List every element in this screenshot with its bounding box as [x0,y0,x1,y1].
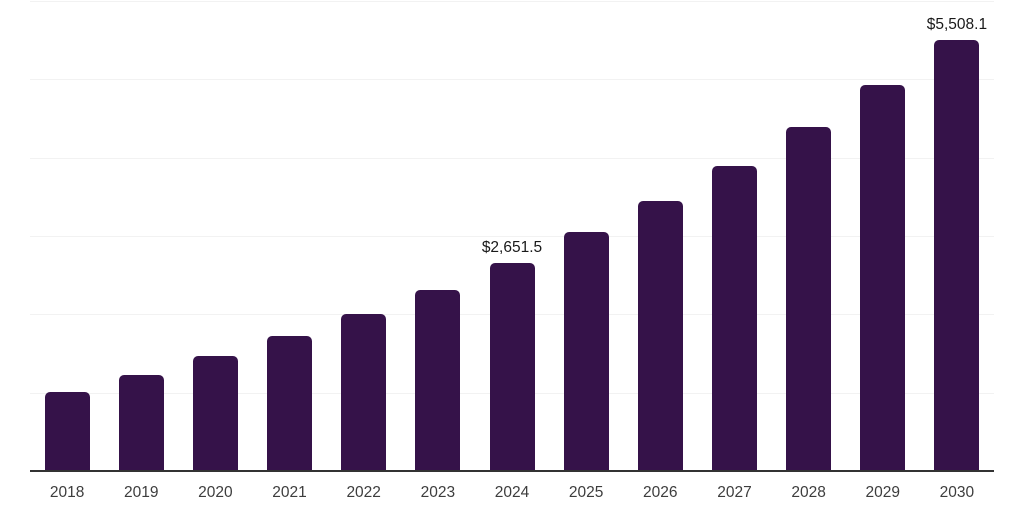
x-tick-2022: 2022 [346,484,381,501]
plot-area: $2,651.5 $5,508.1 [30,1,994,471]
bar-2030 [934,39,980,471]
gridline-3000 [30,236,994,237]
x-tick-2030: 2030 [939,484,975,501]
bar-2022 [341,314,387,471]
gridline-6000 [30,1,994,2]
x-tick-2027: 2027 [717,484,752,501]
x-tick-2021: 2021 [272,484,307,501]
bar-2018 [44,392,90,471]
x-axis-labels: 2018 2019 2020 2021 2022 2023 2024 2025 2026 2027… [30,481,994,505]
x-axis-line [30,470,994,472]
x-tick-2025: 2025 [568,484,604,501]
x-tick-2028: 2028 [791,484,826,501]
bar-2029 [860,85,906,471]
x-tick-2029: 2029 [865,484,900,501]
gridline-5000 [30,79,994,81]
x-tick-2026: 2026 [643,484,678,501]
x-tick-2018: 2018 [49,484,85,501]
data-label-2024: $2,651.5 [481,239,543,257]
data-label-2030: $5,508.1 [926,15,988,33]
gridline-4000 [30,157,994,159]
x-tick-2023: 2023 [420,484,456,501]
bar-2025 [563,232,609,471]
bar-2027 [711,166,757,471]
bar-2026 [637,201,683,471]
x-tick-2024: 2024 [494,484,530,501]
bar-2021 [267,335,313,471]
bar-2028 [786,126,832,471]
bar-2024 [489,263,535,471]
bar-2020 [192,356,238,471]
bar-2023 [415,290,461,471]
x-tick-2019: 2019 [123,484,159,501]
x-tick-2020: 2020 [198,484,233,501]
bar-2019 [118,375,164,471]
